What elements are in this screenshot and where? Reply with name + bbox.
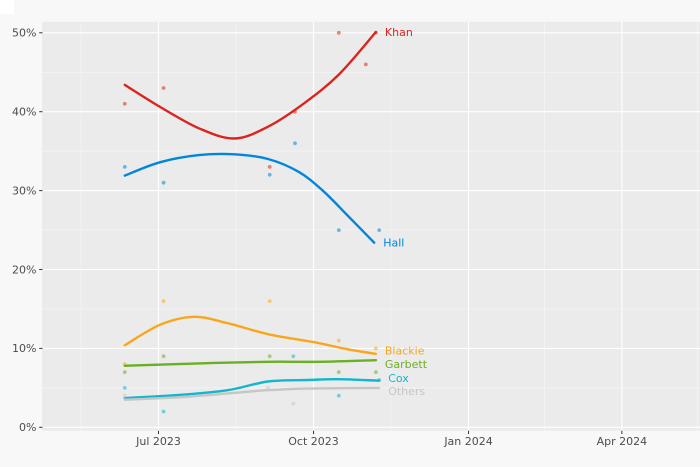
x-tick-label: Jan 2024 (443, 435, 492, 448)
trend-line-others (123, 386, 381, 401)
y-axis-labels: 0% 10% 20% 30% 40% 50% (12, 27, 36, 435)
y-tick-label: 0% (19, 421, 36, 434)
series-label-blackie: Blackie (385, 345, 425, 358)
grid-minor (42, 21, 700, 431)
y-tick-label: 30% (12, 184, 36, 197)
data-point (161, 299, 166, 303)
y-tick-label: 10% (12, 342, 36, 355)
data-point (377, 228, 382, 233)
data-point (267, 299, 272, 303)
trend-line-khan (123, 30, 378, 140)
data-point (161, 86, 166, 90)
data-point (266, 386, 270, 390)
data-point (336, 30, 341, 35)
y-tick-label: 50% (12, 27, 36, 40)
data-point (336, 228, 341, 233)
trend-line-hall (123, 152, 376, 244)
series-points-garbett (122, 354, 378, 374)
series-blackie: Blackie (122, 299, 425, 367)
series-others: Others (122, 385, 425, 406)
series-khan: Khan (122, 26, 413, 169)
data-point (293, 141, 297, 146)
grid-major (42, 21, 700, 431)
x-tick-label: Oct 2023 (288, 435, 339, 448)
data-point (374, 370, 378, 374)
series-label-hall: Hall (383, 237, 404, 250)
series-label-others: Others (388, 385, 425, 398)
y-tick-label: 20% (12, 263, 36, 276)
data-point (122, 370, 127, 374)
data-point (161, 354, 166, 359)
data-point (291, 401, 296, 406)
x-axis-labels: Jul 2023 Oct 2023 Jan 2024 Apr 2024 (135, 435, 647, 448)
y-tick-label: 40% (12, 106, 36, 119)
axis-ticks (39, 32, 623, 434)
data-point (122, 386, 127, 390)
data-point (267, 354, 272, 359)
data-point (122, 165, 127, 169)
x-tick-label: Jul 2023 (135, 435, 181, 448)
trend-line-blackie (123, 315, 378, 356)
series-label-garbett: Garbett (385, 358, 428, 371)
series-hall: Hall (122, 141, 404, 250)
trend-line-cox (123, 377, 381, 400)
data-point (336, 393, 341, 398)
data-point (267, 172, 272, 177)
series-label-khan: Khan (385, 26, 413, 39)
data-point (336, 370, 341, 374)
data-point (161, 180, 166, 185)
plot-panel (42, 21, 700, 431)
data-point (291, 354, 296, 359)
data-point (122, 393, 127, 398)
data-point (374, 346, 378, 351)
trend-line-garbett (123, 359, 378, 367)
data-point (122, 101, 127, 106)
series-label-cox: Cox (388, 372, 409, 385)
data-point (267, 165, 272, 169)
data-point (161, 409, 166, 414)
series-points-hall (122, 141, 382, 233)
corner-highlight (0, 0, 14, 14)
series-cox: Cox (122, 354, 409, 414)
data-point (336, 338, 341, 343)
data-point (363, 62, 368, 67)
series-garbett: Garbett (122, 354, 428, 374)
series-points-others (122, 386, 296, 406)
x-tick-label: Apr 2024 (597, 435, 648, 448)
